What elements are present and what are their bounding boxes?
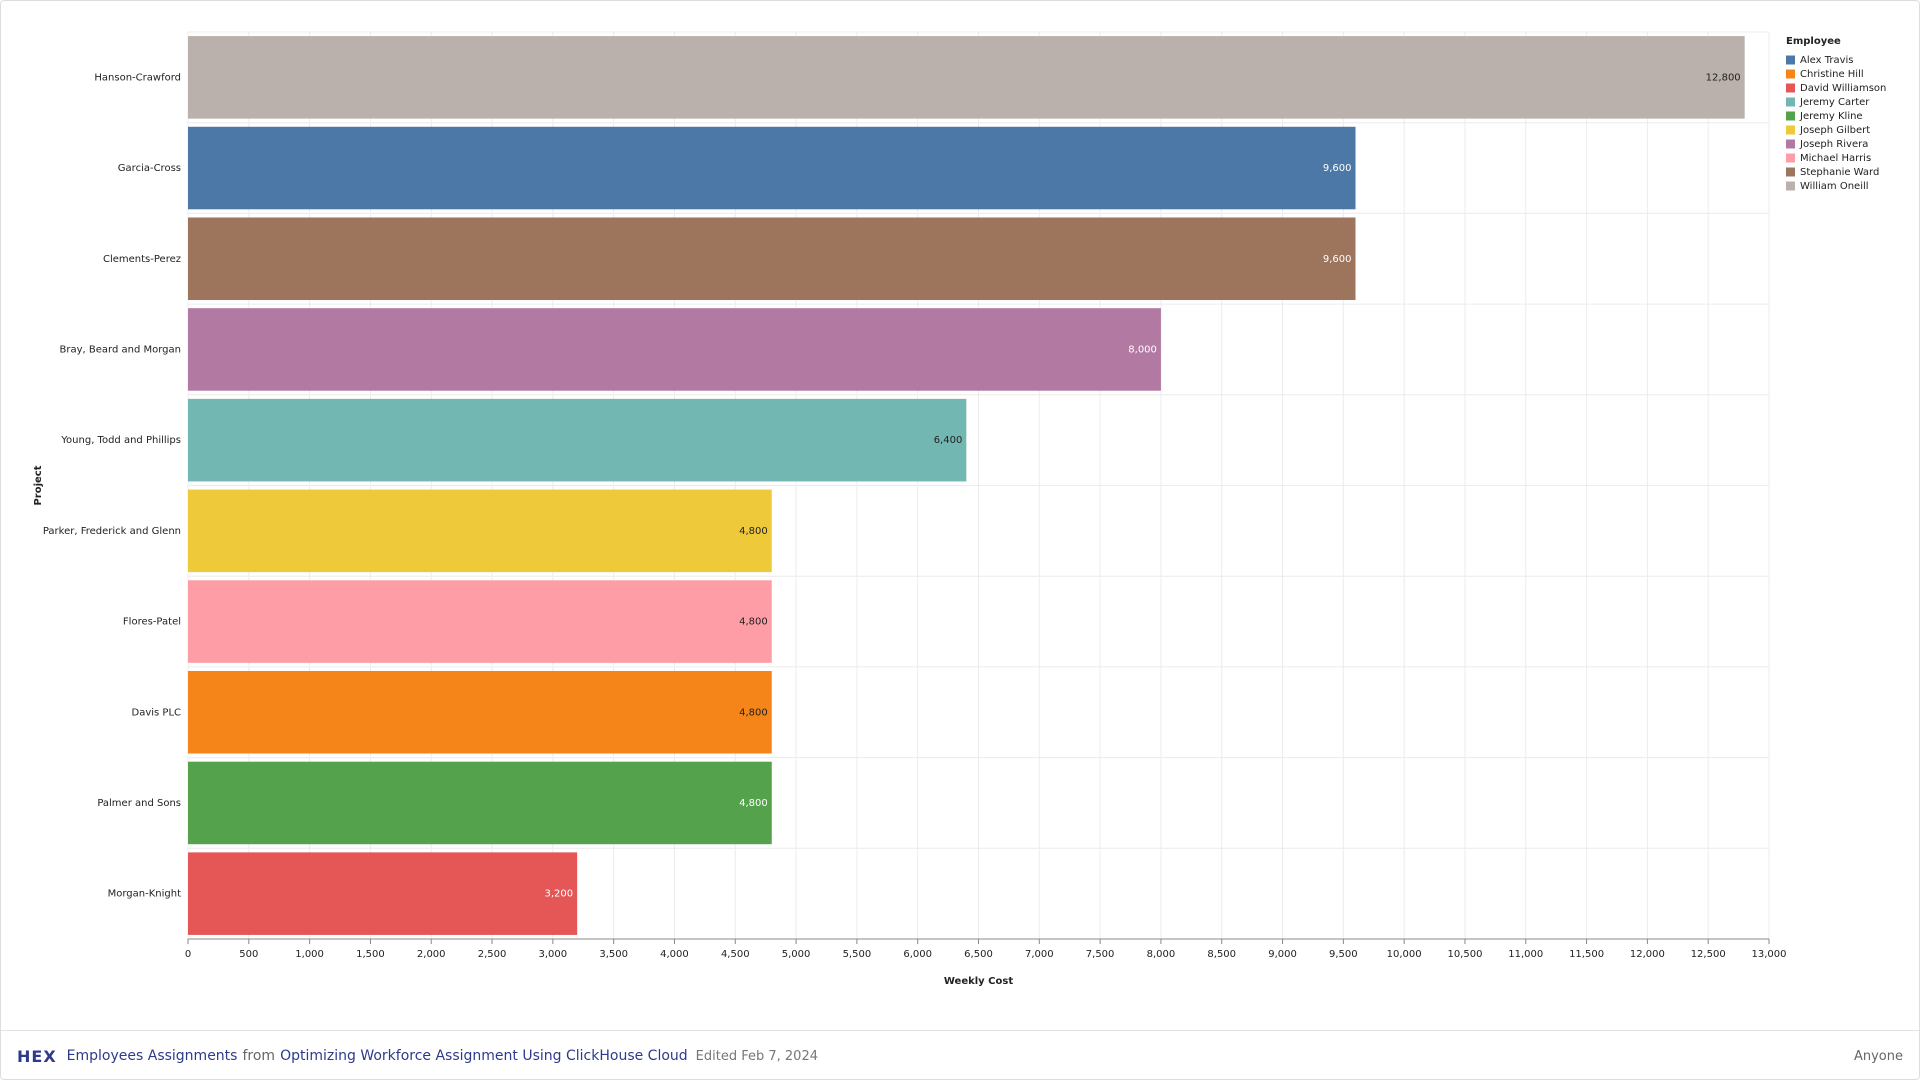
app-title[interactable]: Employees Assignments <box>66 1048 238 1064</box>
value-label: 3,200 <box>545 889 574 900</box>
bar <box>188 126 1356 210</box>
bar <box>188 398 967 482</box>
value-label: 4,800 <box>739 526 768 537</box>
legend-swatch <box>1786 153 1795 163</box>
legend-swatch <box>1786 55 1795 65</box>
value-label: 8,000 <box>1128 344 1157 355</box>
x-axis-title: Weekly Cost <box>944 976 1013 987</box>
legend-swatch <box>1786 167 1795 177</box>
legend-label: Alex Travis <box>1800 55 1853 66</box>
y-tick-label: Clements-Perez <box>103 254 181 265</box>
legend-swatch <box>1786 181 1795 191</box>
footer: HEX Employees Assignments from Optimizin… <box>1 1030 1919 1081</box>
x-tick-label: 8,000 <box>1147 949 1176 960</box>
y-tick-label: Flores-Patel <box>123 617 181 628</box>
x-tick-label: 9,500 <box>1329 949 1358 960</box>
project-link[interactable]: Optimizing Workforce Assignment Using Cl… <box>280 1048 688 1064</box>
value-label: 9,600 <box>1323 163 1352 174</box>
x-tick-label: 4,500 <box>721 949 750 960</box>
bar <box>188 761 772 845</box>
x-tick-label: 12,500 <box>1691 949 1726 960</box>
legend-label: Jeremy Carter <box>1799 97 1870 108</box>
legend-swatch <box>1786 97 1795 107</box>
x-tick-label: 2,000 <box>417 949 446 960</box>
x-tick-label: 8,500 <box>1207 949 1236 960</box>
value-label: 6,400 <box>934 435 963 446</box>
legend-swatch <box>1786 111 1795 121</box>
y-tick-label: Davis PLC <box>132 707 182 718</box>
x-tick-label: 1,500 <box>356 949 385 960</box>
bar <box>188 580 772 663</box>
x-tick-label: 5,000 <box>782 949 811 960</box>
legend-label: Jeremy Kline <box>1799 111 1863 122</box>
legend-label: Christine Hill <box>1800 69 1864 80</box>
x-tick-label: 6,500 <box>964 949 993 960</box>
legend-label: Michael Harris <box>1800 153 1871 164</box>
bar <box>188 36 1745 119</box>
x-tick-label: 0 <box>185 949 191 960</box>
y-tick-label: Palmer and Sons <box>97 798 181 809</box>
x-tick-label: 5,500 <box>843 949 872 960</box>
y-tick-label: Morgan-Knight <box>108 889 181 900</box>
x-tick-label: 7,000 <box>1025 949 1054 960</box>
x-tick-label: 11,000 <box>1508 949 1543 960</box>
x-tick-label: 12,000 <box>1630 949 1665 960</box>
x-tick-label: 3,500 <box>599 949 628 960</box>
legend-swatch <box>1786 125 1795 135</box>
legend-swatch <box>1786 139 1795 149</box>
value-label: 4,800 <box>739 617 768 628</box>
logo[interactable]: HEX <box>17 1046 57 1066</box>
bar <box>188 670 772 754</box>
x-tick-label: 7,500 <box>1086 949 1115 960</box>
x-tick-label: 500 <box>239 949 258 960</box>
bar <box>188 489 772 573</box>
legend-label: William Oneill <box>1800 181 1869 192</box>
value-label: 4,800 <box>739 707 768 718</box>
legend-swatch <box>1786 69 1795 79</box>
y-tick-label: Parker, Frederick and Glenn <box>43 526 181 537</box>
y-tick-label: Bray, Beard and Morgan <box>60 344 181 355</box>
x-tick-label: 4,000 <box>660 949 689 960</box>
x-tick-label: 6,000 <box>903 949 932 960</box>
share-setting[interactable]: Anyone <box>1853 1048 1903 1064</box>
x-tick-label: 2,500 <box>478 949 507 960</box>
from-text: from <box>242 1048 276 1064</box>
x-tick-label: 10,000 <box>1387 949 1422 960</box>
bar <box>188 852 578 935</box>
edited-date: Edited Feb 7, 2024 <box>695 1048 818 1064</box>
x-tick-label: 13,000 <box>1752 949 1787 960</box>
bar <box>188 217 1356 301</box>
x-tick-label: 1,000 <box>295 949 324 960</box>
value-label: 9,600 <box>1323 254 1352 265</box>
value-label: 12,800 <box>1706 72 1741 83</box>
x-tick-label: 9,000 <box>1268 949 1297 960</box>
legend-label: Stephanie Ward <box>1800 167 1879 178</box>
x-tick-label: 10,500 <box>1447 949 1482 960</box>
legend-swatch <box>1786 83 1795 93</box>
legend-label: Joseph Rivera <box>1799 139 1868 150</box>
y-tick-label: Young, Todd and Phillips <box>60 435 181 446</box>
legend-label: David Williamson <box>1800 83 1886 94</box>
x-tick-label: 11,500 <box>1569 949 1604 960</box>
value-label: 4,800 <box>739 798 768 809</box>
y-tick-label: Garcia-Cross <box>118 163 181 174</box>
bar <box>188 308 1161 391</box>
y-tick-label: Hanson-Crawford <box>94 72 181 83</box>
legend-label: Joseph Gilbert <box>1799 125 1870 136</box>
legend-title: Employee <box>1786 36 1841 47</box>
x-tick-label: 3,000 <box>539 949 568 960</box>
chart: 0 500 1,000 1,500 2,000 2,500 3,000 3,500 4,000 4… <box>33 31 1886 987</box>
y-axis-title: Project <box>33 465 44 505</box>
